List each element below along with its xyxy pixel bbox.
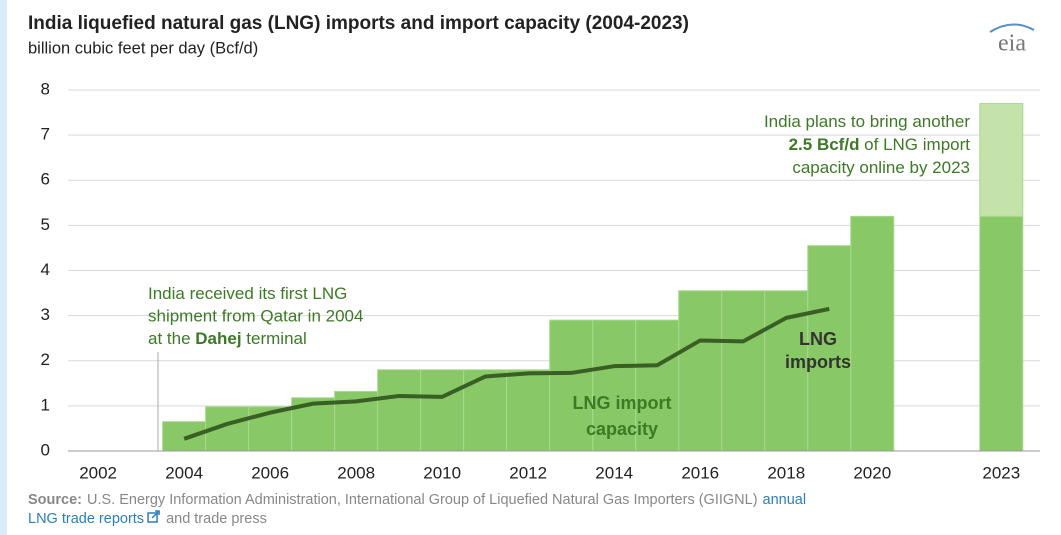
y-tick-label: 7 (41, 125, 50, 144)
source-label: Source: (28, 492, 82, 508)
x-tick-label: 2002 (79, 463, 117, 482)
x-tick-label: 2016 (681, 463, 719, 482)
bar (549, 319, 594, 452)
bar (377, 369, 422, 452)
annotation-text: at the (148, 329, 195, 348)
annotation-text: India plans to bring another (764, 112, 970, 131)
logo-arc (989, 23, 1035, 33)
annotation: at the Dahej terminal (148, 329, 307, 348)
y-tick-label: 2 (41, 350, 50, 369)
source: LNG trade reports and trade press (28, 511, 267, 527)
annotation-text: capacity (586, 419, 658, 439)
annotation: India received its first LNG (148, 284, 347, 303)
y-tick-label: 8 (41, 79, 50, 98)
chart-subtitle: billion cubic feet per day (Bcf/d) (28, 39, 258, 57)
bar (979, 103, 1024, 217)
annotation-text: imports (785, 352, 851, 372)
x-tick-label: 2010 (423, 463, 461, 482)
source-link: LNG trade reports (28, 511, 144, 527)
x-tick-label: 2012 (509, 463, 547, 482)
bar (807, 245, 852, 452)
x-tick-label: 2020 (853, 463, 891, 482)
source: Source: U.S. Energy Information Administr… (28, 492, 806, 508)
bar (678, 290, 723, 452)
annotation-text: capacity online by 2023 (792, 158, 970, 177)
y-tick-label: 5 (41, 215, 50, 234)
annotation-text: of LNG import (859, 135, 970, 154)
bar (979, 215, 1024, 452)
annotation: capacity (586, 419, 658, 439)
line (183, 306, 830, 441)
x-tick-label: 2014 (595, 463, 633, 482)
link-icon (147, 512, 158, 523)
x-tick-label: 2008 (337, 463, 375, 482)
bar (721, 290, 766, 452)
annotation: 2.5 Bcf/d of LNG import (789, 135, 971, 154)
bar (850, 215, 895, 452)
annotation-text: Dahej (195, 329, 241, 348)
chart-title: India liquefied natural gas (LNG) import… (28, 13, 689, 34)
y-tick-label: 6 (41, 170, 50, 189)
bar (162, 421, 207, 452)
annotation: LNG import (573, 393, 672, 413)
source-after: and trade press (166, 511, 267, 527)
x-tick-label: 2023 (982, 463, 1020, 482)
annotation-text: shipment from Qatar in 2004 (148, 307, 363, 326)
x-tick-label: 2006 (251, 463, 289, 482)
frame-strip (0, 0, 7, 535)
y-tick-label: 4 (41, 260, 50, 279)
bar (592, 319, 637, 452)
annotation-text: LNG (799, 329, 837, 349)
x-tick-label: 2018 (767, 463, 805, 482)
x-tick-label: 2004 (165, 463, 203, 482)
y-tick-label: 3 (41, 305, 50, 324)
annotation: LNG (799, 329, 837, 349)
link-icon-arrow (151, 510, 160, 519)
annotation-text: LNG import (573, 393, 672, 413)
bar (506, 369, 551, 452)
logo: eia (998, 31, 1026, 57)
y-tick-label: 1 (41, 395, 50, 414)
annotation: imports (785, 352, 851, 372)
annotation-text: India received its first LNG (148, 284, 347, 303)
annotation: shipment from Qatar in 2004 (148, 307, 363, 326)
source-text: U.S. Energy Information Administration, … (87, 492, 758, 508)
annotation-text: 2.5 Bcf/d (789, 135, 860, 154)
bar (635, 319, 680, 452)
bar (420, 369, 465, 452)
annotation: capacity online by 2023 (792, 158, 970, 177)
y-tick-label: 0 (41, 440, 50, 459)
annotation: India plans to bring another (764, 112, 970, 131)
source-link: annual (763, 492, 807, 508)
annotation-text: terminal (242, 329, 307, 348)
